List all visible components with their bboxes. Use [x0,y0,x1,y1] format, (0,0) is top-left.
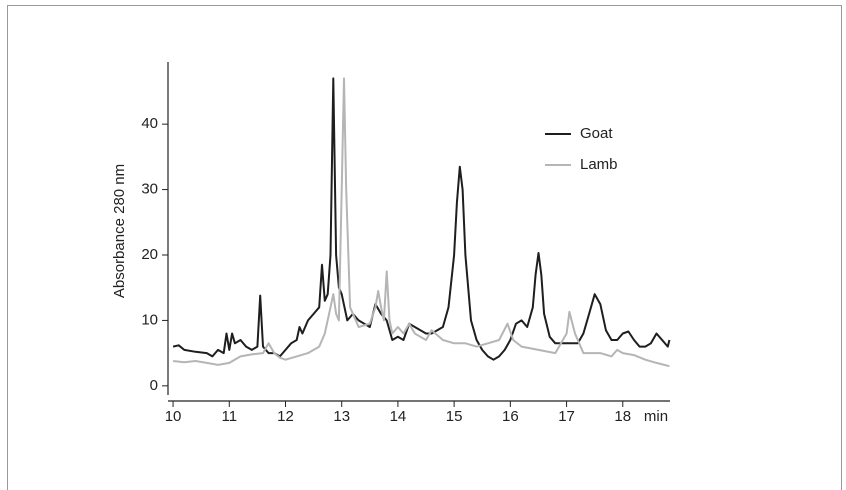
series-line [172,77,671,361]
x-tick-label: 14 [390,408,407,425]
y-tick-label: 10 [141,311,158,328]
y-tick-label: 20 [141,246,158,263]
legend-label: Goat [580,125,613,142]
x-tick-label: 16 [502,408,519,425]
x-tick-label: 15 [446,408,463,425]
frame [7,5,842,490]
x-tick-label: 17 [558,408,575,425]
x-tick-label: 12 [277,408,294,425]
x-tick-label: 13 [333,408,350,425]
y-tick-label: 0 [150,377,158,394]
x-tick-label: 11 [221,408,237,425]
y-axis-label: Absorbance 280 nm [111,164,128,298]
y-tick-label: 40 [141,115,158,132]
legend-label: Lamb [580,156,618,173]
x-tick-label: 10 [165,408,182,425]
y-tick-label: 30 [141,181,158,198]
x-axis-label: min [644,408,668,425]
series-line [172,77,670,368]
x-tick-label: 18 [614,408,631,425]
